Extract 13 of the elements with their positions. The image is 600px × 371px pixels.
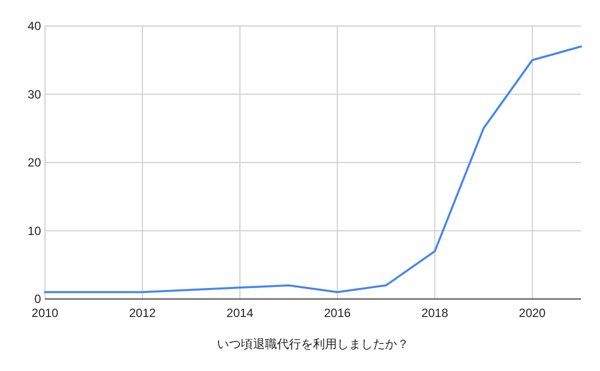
x-tick-label: 2012 bbox=[129, 306, 156, 320]
y-tick-label: 0 bbox=[34, 292, 42, 306]
x-tick-label: 2020 bbox=[518, 306, 546, 320]
x-tick-label: 2010 bbox=[32, 306, 59, 320]
y-tick-label: 30 bbox=[28, 87, 42, 102]
x-tick-label: 2016 bbox=[324, 306, 352, 320]
x-axis-title: いつ頃退職代行を利用しましたか？ bbox=[217, 337, 409, 351]
y-tick-label: 20 bbox=[28, 156, 42, 170]
y-tick-label: 10 bbox=[28, 224, 42, 238]
x-tick-label: 2018 bbox=[421, 306, 448, 320]
y-tick-label: 40 bbox=[28, 19, 42, 33]
line-series bbox=[44, 45, 582, 294]
x-tick-label: 2014 bbox=[226, 306, 254, 320]
